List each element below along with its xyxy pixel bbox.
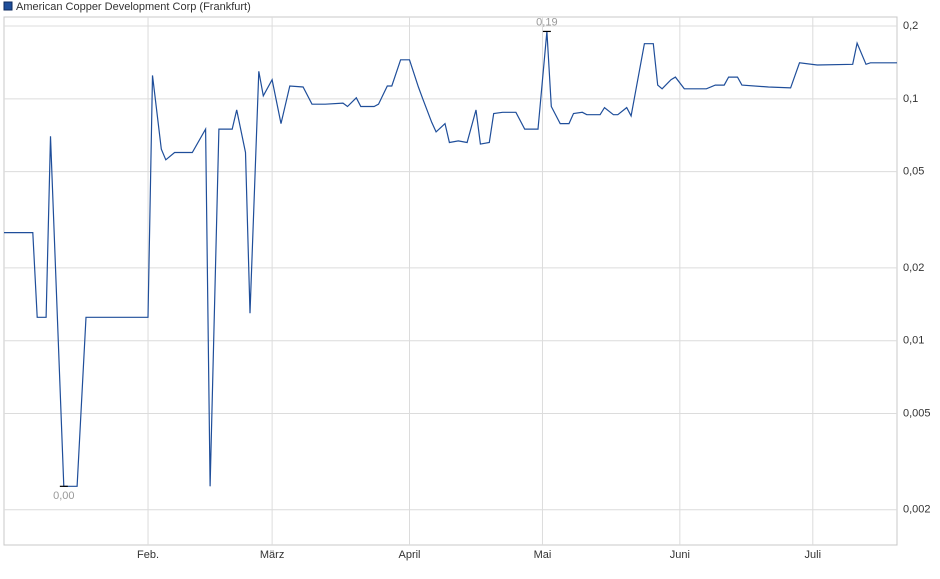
legend-label: American Copper Development Corp (Frankf…: [16, 1, 251, 13]
plot-area: [3, 16, 898, 546]
annotation-label: 0,00: [53, 490, 74, 502]
y-tick-label: 0,002: [903, 504, 931, 516]
x-tick-label: Mai: [534, 549, 552, 561]
x-tick-label: März: [260, 549, 284, 561]
y-tick-label: 0,01: [903, 335, 924, 347]
x-tick-label: Juli: [805, 549, 822, 561]
x-tick-label: Feb.: [137, 549, 159, 561]
y-tick-label: 0,05: [903, 166, 924, 178]
y-tick-label: 0,02: [903, 262, 924, 274]
legend-swatch: [3, 1, 13, 11]
y-tick-label: 0,2: [903, 20, 918, 32]
x-tick-label: Juni: [670, 549, 690, 561]
price-line: [4, 31, 897, 487]
annotation-label: 0,19: [536, 16, 557, 28]
y-tick-label: 0,1: [903, 93, 918, 105]
y-tick-label: 0,005: [903, 407, 931, 419]
x-tick-label: April: [398, 549, 420, 561]
